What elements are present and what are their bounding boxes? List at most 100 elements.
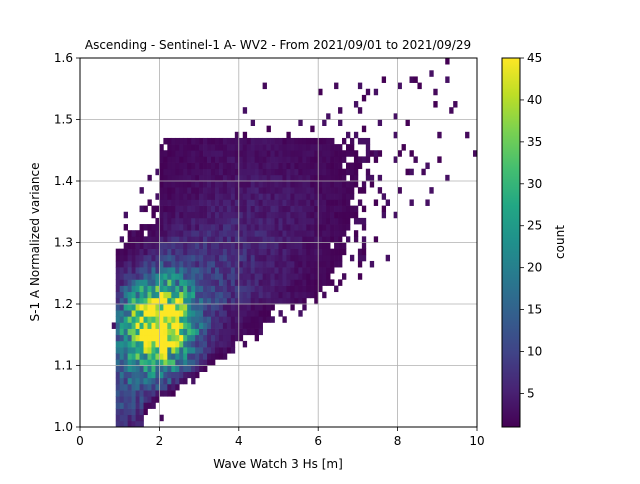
heatmap-cell bbox=[266, 236, 271, 243]
heatmap-cell bbox=[250, 328, 256, 336]
heatmap-cell bbox=[353, 156, 359, 163]
heatmap-cell bbox=[143, 396, 148, 403]
heatmap-cell bbox=[234, 242, 240, 249]
heatmap-cell bbox=[199, 230, 204, 237]
heatmap-cell bbox=[361, 242, 367, 249]
heatmap-cell bbox=[338, 174, 343, 182]
heatmap-cell bbox=[266, 137, 271, 145]
heatmap-cell bbox=[322, 199, 327, 206]
heatmap-cell bbox=[183, 150, 188, 157]
heatmap-cell bbox=[119, 297, 125, 305]
heatmap-cell bbox=[282, 267, 287, 274]
heatmap-cell bbox=[163, 273, 168, 280]
heatmap-cell bbox=[171, 353, 176, 360]
heatmap-cell bbox=[270, 248, 275, 256]
heatmap-cell bbox=[211, 224, 216, 231]
heatmap-cell bbox=[242, 328, 248, 336]
heatmap-cell bbox=[115, 408, 121, 416]
heatmap-cell bbox=[226, 316, 232, 323]
heatmap-cell bbox=[338, 150, 343, 157]
heatmap-cell bbox=[349, 211, 355, 219]
heatmap-cell bbox=[131, 371, 136, 379]
heatmap-cell bbox=[238, 193, 244, 200]
heatmap-cell bbox=[199, 156, 204, 163]
heatmap-cell bbox=[131, 230, 136, 237]
heatmap-cell bbox=[167, 347, 172, 354]
heatmap-cell bbox=[238, 279, 244, 286]
heatmap-cell bbox=[270, 230, 275, 237]
heatmap-cell bbox=[151, 279, 156, 286]
heatmap-cell bbox=[342, 168, 347, 176]
heatmap-cell bbox=[294, 150, 299, 157]
heatmap-cell bbox=[131, 267, 136, 274]
heatmap-cell bbox=[242, 162, 248, 170]
heatmap-cell bbox=[345, 187, 351, 194]
heatmap-cell bbox=[155, 205, 160, 213]
heatmap-cell bbox=[199, 205, 204, 213]
heatmap-cell bbox=[286, 181, 291, 188]
heatmap-cell bbox=[226, 297, 232, 305]
heatmap-cell bbox=[290, 137, 295, 145]
heatmap-cell bbox=[302, 273, 307, 280]
heatmap-cell bbox=[151, 205, 156, 213]
heatmap-cell bbox=[250, 285, 256, 293]
heatmap-cell bbox=[345, 144, 351, 151]
heatmap-cell bbox=[195, 304, 200, 311]
heatmap-cell bbox=[286, 174, 291, 182]
heatmap-cell bbox=[274, 193, 279, 200]
heatmap-cell bbox=[377, 174, 383, 182]
heatmap-cell bbox=[171, 285, 176, 293]
heatmap-cell bbox=[250, 150, 256, 157]
heatmap-cell bbox=[159, 414, 164, 422]
heatmap-cell bbox=[183, 365, 188, 372]
heatmap-cell bbox=[338, 205, 343, 213]
heatmap-cell bbox=[278, 193, 283, 200]
heatmap-cell bbox=[242, 291, 248, 299]
heatmap-cell bbox=[214, 150, 220, 157]
x-tick-label: 6 bbox=[314, 434, 322, 448]
heatmap-cell bbox=[242, 254, 248, 262]
heatmap-cell bbox=[163, 217, 168, 225]
heatmap-cell bbox=[171, 304, 176, 311]
heatmap-cell bbox=[151, 242, 156, 249]
heatmap-cell bbox=[139, 205, 144, 213]
heatmap-cell bbox=[115, 279, 121, 286]
heatmap-cell bbox=[175, 365, 180, 372]
heatmap-cell bbox=[199, 347, 204, 354]
heatmap-cell bbox=[314, 248, 319, 256]
heatmap-cells bbox=[111, 58, 478, 428]
heatmap-cell bbox=[298, 260, 303, 268]
heatmap-cell bbox=[322, 211, 327, 219]
heatmap-cell bbox=[322, 273, 327, 280]
heatmap-cell bbox=[187, 285, 192, 293]
heatmap-cell bbox=[453, 101, 458, 108]
heatmap-cell bbox=[298, 291, 303, 299]
heatmap-cell bbox=[294, 162, 299, 170]
heatmap-cell bbox=[353, 211, 359, 219]
heatmap-cell bbox=[211, 144, 216, 151]
heatmap-cell bbox=[207, 187, 212, 194]
x-axis-label: Wave Watch 3 Hs [m] bbox=[213, 457, 343, 471]
heatmap-cell bbox=[242, 168, 248, 176]
heatmap-cell bbox=[326, 260, 331, 268]
heatmap-cell bbox=[266, 260, 271, 268]
heatmap-cell bbox=[270, 168, 275, 176]
heatmap-cell bbox=[250, 144, 256, 151]
heatmap-cell bbox=[199, 193, 204, 200]
heatmap-cell bbox=[119, 365, 125, 372]
heatmap-cell bbox=[238, 217, 244, 225]
heatmap-cell bbox=[195, 285, 200, 293]
heatmap-cell bbox=[334, 254, 339, 262]
heatmap-cell bbox=[238, 137, 244, 145]
heatmap-cell bbox=[342, 230, 347, 237]
heatmap-cell bbox=[187, 371, 192, 379]
heatmap-cell bbox=[294, 267, 299, 274]
heatmap-cell bbox=[143, 297, 148, 305]
heatmap-cell bbox=[211, 193, 216, 200]
heatmap-cell bbox=[115, 260, 121, 268]
heatmap-cell bbox=[246, 316, 252, 323]
heatmap-cell bbox=[143, 402, 148, 409]
heatmap-cell bbox=[310, 291, 315, 299]
heatmap-cell bbox=[282, 273, 287, 280]
heatmap-cell bbox=[357, 254, 363, 262]
